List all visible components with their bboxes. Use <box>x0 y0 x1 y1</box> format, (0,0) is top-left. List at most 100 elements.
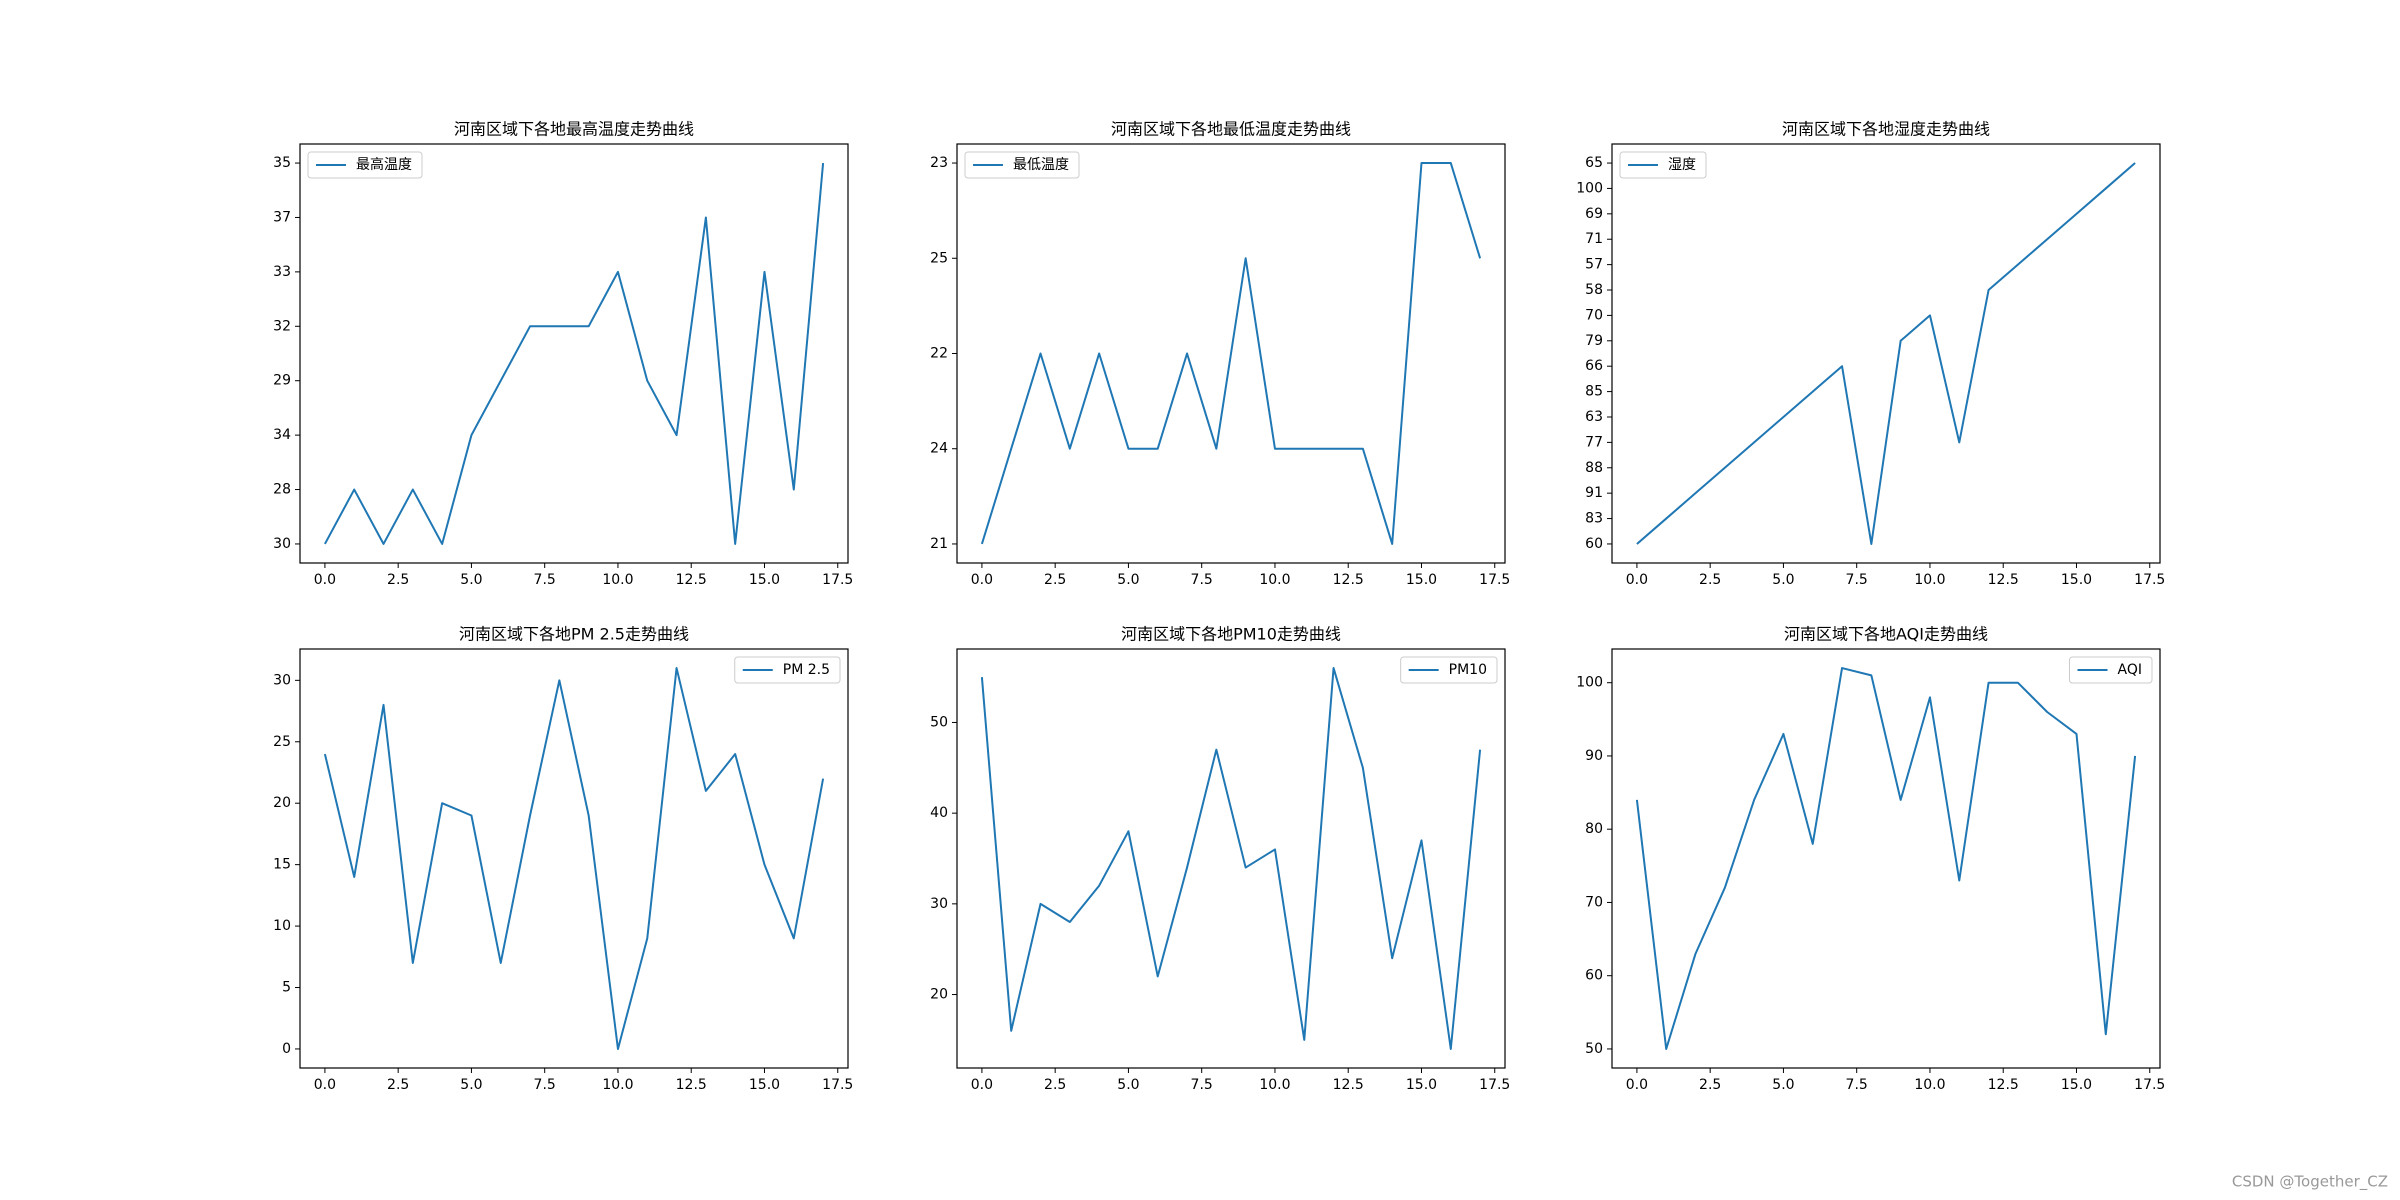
y-tick-label: 57 <box>1585 257 1603 273</box>
legend-label: 最高温度 <box>356 156 412 173</box>
y-tick-label: 50 <box>1585 1041 1603 1057</box>
x-tick-label: 17.5 <box>822 1077 853 1093</box>
y-tick-label: 21 <box>930 536 948 552</box>
y-tick-label: 5 <box>282 980 291 996</box>
x-tick-label: 10.0 <box>1259 572 1290 588</box>
axes-frame <box>299 143 849 564</box>
y-tick-label: 66 <box>1585 358 1603 374</box>
x-tick-label: 0.0 <box>1626 572 1648 588</box>
x-tick-label: 2.5 <box>1044 572 1066 588</box>
y-tick-label: 91 <box>1585 485 1603 501</box>
x-tick-label: 12.5 <box>1988 572 2019 588</box>
x-tick-label: 0.0 <box>971 572 993 588</box>
series-line <box>1636 162 2136 545</box>
y-tick-label: 90 <box>1585 748 1603 764</box>
y-tick-label: 30 <box>930 896 948 912</box>
y-tick-label: 33 <box>273 264 291 280</box>
y-tick-label: 28 <box>273 482 291 498</box>
chart-title: 河南区域下各地湿度走势曲线 <box>1782 120 1990 139</box>
y-tick-label: 60 <box>1585 968 1603 984</box>
x-tick-label: 5.0 <box>460 572 482 588</box>
y-tick-label: 37 <box>273 209 291 225</box>
legend-box <box>2069 656 2153 684</box>
y-tick-label: 70 <box>1585 307 1603 323</box>
y-tick-label: 25 <box>273 734 291 750</box>
y-tick-label: 0 <box>282 1041 291 1057</box>
x-tick-label: 5.0 <box>1772 1077 1794 1093</box>
y-tick-label: 85 <box>1585 384 1603 400</box>
axes-frame <box>956 143 1506 564</box>
axes-frame <box>299 648 849 1069</box>
x-tick-label: 15.0 <box>749 572 780 588</box>
x-tick-label: 2.5 <box>1699 572 1721 588</box>
x-tick-label: 5.0 <box>460 1077 482 1093</box>
legend-label: 湿度 <box>1668 157 1696 173</box>
y-tick-label: 40 <box>930 805 948 821</box>
x-tick-label: 15.0 <box>2061 1077 2092 1093</box>
watermark: CSDN @Together_CZ <box>2232 1173 2388 1192</box>
y-tick-label: 32 <box>273 318 291 334</box>
legend-box <box>734 656 841 684</box>
x-tick-label: 10.0 <box>1914 1077 1945 1093</box>
legend-box <box>1400 656 1498 684</box>
axes-frame <box>1611 648 2161 1069</box>
x-tick-label: 17.5 <box>1479 1077 1510 1093</box>
x-tick-label: 0.0 <box>971 1077 993 1093</box>
legend-label: 最低温度 <box>1013 157 1069 173</box>
y-tick-label: 23 <box>930 155 948 171</box>
y-tick-label: 15 <box>273 857 291 873</box>
x-tick-label: 2.5 <box>387 1077 409 1093</box>
y-tick-label: 22 <box>930 346 948 362</box>
y-tick-label: 60 <box>1585 536 1603 552</box>
x-tick-label: 17.5 <box>2134 572 2165 588</box>
y-tick-label: 77 <box>1585 434 1603 450</box>
y-tick-label: 25 <box>930 250 948 266</box>
x-tick-label: 15.0 <box>1406 1077 1437 1093</box>
y-tick-label: 63 <box>1585 409 1603 425</box>
legend-box <box>964 151 1080 179</box>
x-tick-label: 12.5 <box>1333 1077 1364 1093</box>
series-line <box>1635 667 2137 1050</box>
y-tick-label: 30 <box>273 672 291 688</box>
x-tick-label: 2.5 <box>1699 1077 1721 1093</box>
series-line <box>980 162 1482 545</box>
x-tick-label: 12.5 <box>1988 1077 2019 1093</box>
x-tick-label: 5.0 <box>1117 572 1139 588</box>
x-tick-label: 12.5 <box>676 572 707 588</box>
y-tick-label: 71 <box>1585 231 1603 247</box>
y-tick-label: 20 <box>930 987 948 1003</box>
axes-frame <box>1611 143 2161 564</box>
y-tick-label: 80 <box>1585 821 1603 837</box>
x-tick-label: 7.5 <box>1191 572 1213 588</box>
x-tick-label: 0.0 <box>314 1077 336 1093</box>
x-tick-label: 5.0 <box>1772 572 1794 588</box>
x-tick-label: 7.5 <box>534 572 556 588</box>
x-tick-label: 7.5 <box>1191 1077 1213 1093</box>
legend-label: AQI <box>2118 662 2142 678</box>
x-tick-label: 17.5 <box>822 572 853 588</box>
x-tick-label: 0.0 <box>1626 1077 1648 1093</box>
y-tick-label: 79 <box>1585 333 1603 349</box>
x-tick-label: 15.0 <box>1406 572 1437 588</box>
x-tick-label: 15.0 <box>2061 572 2092 588</box>
chart-title: 河南区域下各地AQI走势曲线 <box>1784 625 1988 644</box>
y-tick-label: 88 <box>1585 460 1603 476</box>
chart-title: 河南区域下各地PM10走势曲线 <box>1121 625 1341 644</box>
y-tick-label: 20 <box>273 795 291 811</box>
y-tick-label: 58 <box>1585 282 1603 298</box>
x-tick-label: 15.0 <box>749 1077 780 1093</box>
y-tick-label: 24 <box>930 441 948 457</box>
x-tick-label: 2.5 <box>387 572 409 588</box>
y-tick-label: 65 <box>1585 155 1603 171</box>
chart-title: 河南区域下各地最低温度走势曲线 <box>1111 120 1351 139</box>
series-line <box>980 667 1482 1050</box>
y-tick-label: 30 <box>273 536 291 552</box>
x-tick-label: 5.0 <box>1117 1077 1139 1093</box>
x-tick-label: 10.0 <box>1914 572 1945 588</box>
axes-frame <box>956 648 1506 1069</box>
y-tick-label: 34 <box>273 427 291 443</box>
x-tick-label: 0.0 <box>314 572 336 588</box>
